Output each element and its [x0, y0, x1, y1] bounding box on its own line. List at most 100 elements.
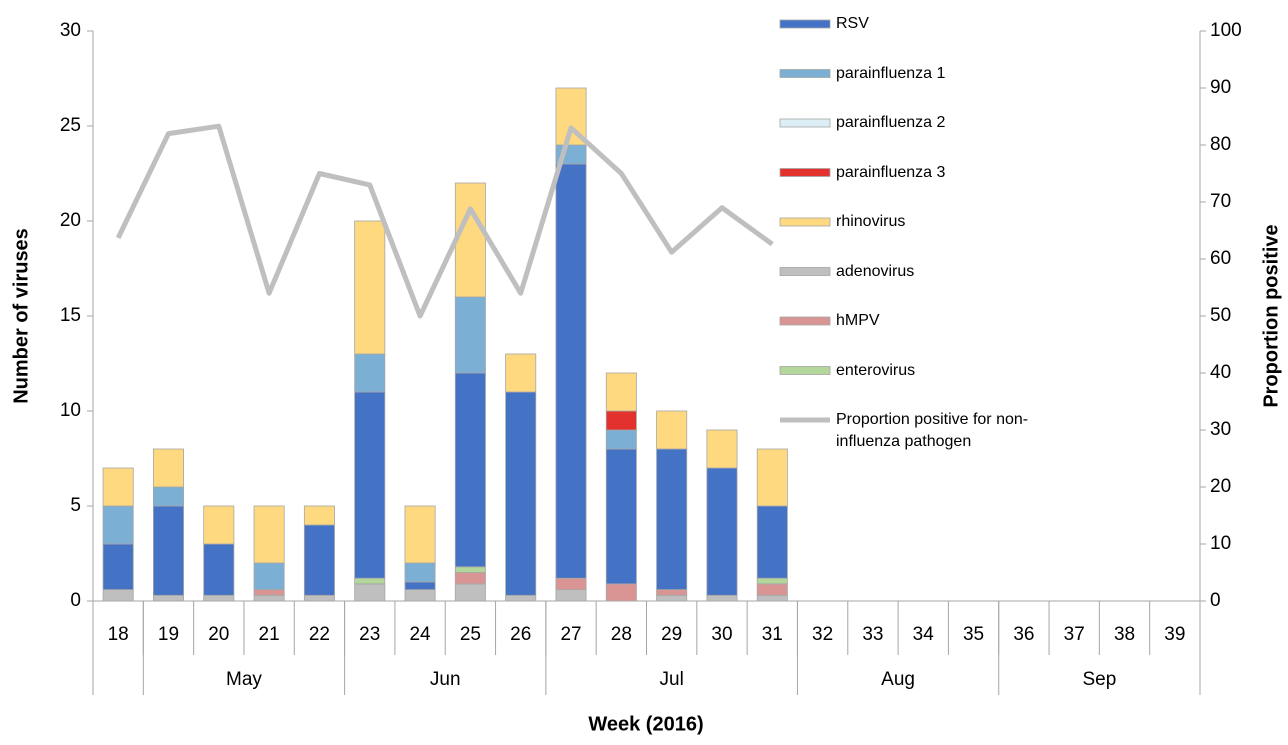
- group-label: Jun: [430, 669, 461, 690]
- legend-text: rhinovirus: [836, 213, 906, 230]
- legend-swatch: [779, 267, 831, 276]
- legend-text: parainfluenza 3: [836, 163, 946, 181]
- y-tick-label: 20: [60, 210, 81, 231]
- x-tick-label: 38: [1114, 624, 1135, 645]
- bar-segment: [303, 505, 335, 526]
- line-series: [115, 123, 774, 319]
- legend-text: hMPV: [836, 312, 880, 329]
- bar-segment: [102, 543, 134, 590]
- y-tick-label: 15: [60, 305, 81, 326]
- y-tick-label: 30: [60, 20, 81, 41]
- group-label: May: [226, 669, 262, 690]
- bar-segment: [756, 594, 788, 602]
- bar-segment: [404, 589, 436, 602]
- legend-swatch: [779, 69, 831, 78]
- legend-text: Proportion positive for non-influenza pa…: [836, 411, 1029, 450]
- x-tick-label: 18: [108, 624, 129, 645]
- x-tick-label: 21: [259, 624, 280, 645]
- bar-segment: [253, 589, 285, 596]
- y-axis-title: Number of viruses: [10, 228, 32, 404]
- y-tick-label: 10: [60, 400, 81, 421]
- bar-segment: [253, 505, 285, 564]
- bar-segment: [404, 581, 436, 590]
- x-tick-label: 23: [359, 624, 380, 645]
- legend-item: hMPV: [836, 312, 880, 329]
- bar-segment: [505, 594, 537, 602]
- y2-tick-label: 90: [1210, 77, 1231, 98]
- bar-segment: [756, 505, 788, 579]
- legend-item: Proportion positive for non-influenza pa…: [836, 411, 1029, 450]
- bar-segment: [253, 562, 285, 591]
- bar-segment: [756, 583, 788, 596]
- x-tick-label: 19: [158, 624, 179, 645]
- bar-segment: [555, 589, 587, 602]
- x-tick-label: 35: [963, 624, 984, 645]
- bar-segment: [152, 486, 184, 507]
- legend-item: enterovirus: [836, 361, 916, 379]
- y-tick-label: 25: [60, 115, 81, 136]
- x-tick-label: 24: [409, 624, 431, 645]
- bar-segment: [354, 577, 386, 585]
- bar-segment: [354, 220, 386, 355]
- group-label: Jul: [660, 669, 684, 690]
- bar-segment: [454, 583, 486, 602]
- bar-segment: [152, 505, 184, 596]
- bar-segment: [354, 391, 386, 579]
- group-label: Aug: [881, 669, 915, 690]
- bar-segment: [756, 448, 788, 507]
- bar-segment: [505, 353, 537, 393]
- legend-item: parainfluenza 2: [836, 114, 945, 131]
- x-tick-label: 32: [812, 624, 833, 645]
- legend-text: RSV: [836, 15, 869, 32]
- legend-item: parainfluenza 1: [836, 64, 946, 82]
- bar-segment: [404, 562, 436, 583]
- bar-segment: [706, 594, 738, 602]
- bar-segment: [454, 296, 486, 374]
- x-tick-label: 29: [661, 624, 682, 645]
- bar-segment: [605, 372, 637, 412]
- x-tick-label: 36: [1013, 624, 1034, 645]
- y2-tick-label: 60: [1210, 248, 1231, 269]
- legend-item: adenovirus: [836, 262, 915, 280]
- y-tick-label: 5: [70, 495, 81, 516]
- bar-segment: [303, 524, 335, 596]
- legend-text: adenovirus: [836, 262, 915, 280]
- bar-segment: [656, 448, 688, 591]
- legend-text: enterovirus: [836, 361, 916, 379]
- legend-swatch: [779, 366, 831, 375]
- legend-text: parainfluenza 1: [836, 64, 946, 82]
- bar-segment: [102, 589, 134, 602]
- legend-item: RSV: [836, 15, 869, 32]
- y2-tick-label: 10: [1210, 533, 1231, 554]
- y2-tick-label: 50: [1210, 305, 1231, 326]
- y2-tick-label: 80: [1210, 134, 1231, 155]
- x-tick-label: 34: [913, 624, 935, 645]
- bar-segment: [656, 410, 688, 450]
- bar-segment: [102, 467, 134, 507]
- bar-segment: [605, 583, 637, 602]
- bar-segment: [605, 410, 637, 431]
- bar-segment: [203, 505, 235, 545]
- x-tick-label: 25: [460, 624, 481, 645]
- bar-segment: [152, 448, 184, 488]
- bar-segment: [404, 505, 436, 564]
- y2-axis-title: Proportion positive: [1260, 224, 1282, 407]
- bar-segment: [303, 594, 335, 602]
- bar-segment: [706, 429, 738, 469]
- legend-swatch: [779, 168, 831, 177]
- y2-tick-label: 70: [1210, 191, 1231, 212]
- bar-segment: [454, 182, 486, 298]
- x-tick-label: 39: [1164, 624, 1185, 645]
- bar-segment: [454, 372, 486, 568]
- bar-segment: [756, 577, 788, 585]
- y2-tick-label: 20: [1210, 476, 1231, 497]
- x-tick-label: 27: [560, 624, 581, 645]
- y2-tick-label: 40: [1210, 362, 1231, 383]
- bar-segment: [454, 572, 486, 585]
- legend-swatch: [779, 217, 831, 227]
- bar-segment: [605, 448, 637, 585]
- bar-segment: [505, 391, 537, 596]
- x-tick-label: 20: [208, 624, 229, 645]
